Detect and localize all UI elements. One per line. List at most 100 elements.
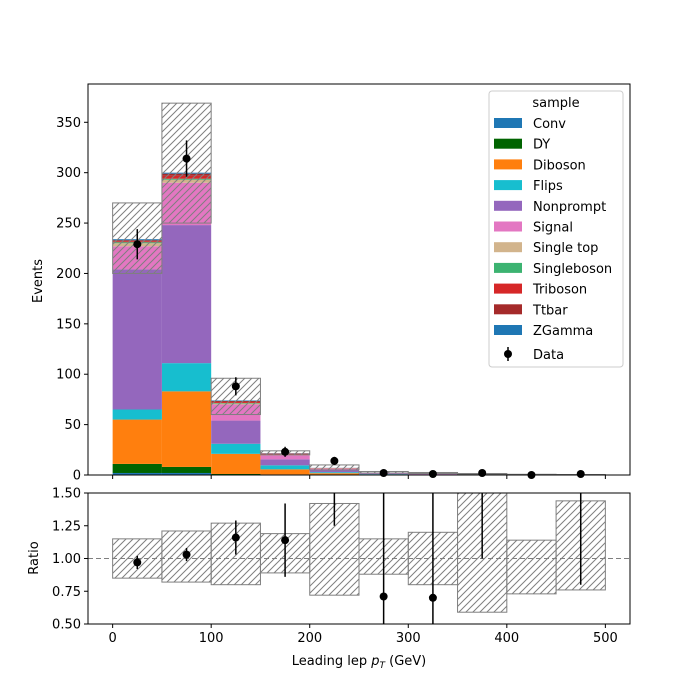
- legend-swatch: [494, 304, 522, 315]
- bar-dy-bin-2: [211, 473, 261, 475]
- ratio-y-label: Ratio: [27, 541, 42, 574]
- ratio-ytick-label: 1.25: [52, 519, 81, 534]
- bar-diboson-bin-4: [309, 473, 359, 475]
- legend-swatch: [494, 262, 522, 273]
- xtick-label: 100: [199, 631, 224, 646]
- bar-diboson-bin-0: [112, 419, 162, 464]
- xtick-label: 0: [108, 631, 116, 646]
- legend-item-single-top: Single top: [494, 241, 598, 256]
- ratio-point-4: [330, 476, 338, 484]
- data-point-5: [379, 468, 388, 477]
- data-point-2: [231, 382, 240, 391]
- ratio-point-9: [577, 424, 585, 432]
- legend-label: Ttbar: [532, 303, 568, 318]
- uncertainty-bin-4: [309, 464, 360, 471]
- xtick-label: 200: [297, 631, 322, 646]
- legend-swatch: [494, 325, 522, 335]
- legend-swatch: [494, 242, 522, 253]
- bar-flips-bin-4: [309, 472, 359, 474]
- ratio-point-0: [133, 558, 142, 567]
- legend-swatch: [494, 118, 522, 128]
- legend-label: Conv: [533, 117, 566, 132]
- ratio-point-1: [182, 550, 191, 559]
- ratio-ytick-label: 0.75: [52, 585, 81, 600]
- bar-dy-bin-0: [112, 463, 162, 473]
- legend-item-signal: Signal: [494, 221, 573, 236]
- bar-flips-bin-3: [260, 465, 310, 470]
- legend-frame: [488, 90, 624, 368]
- ratio-uncertainty-band: [112, 493, 606, 613]
- ratio-point-5: [379, 592, 388, 601]
- legend-data-label: Data: [533, 348, 564, 363]
- bar-diboson-bin-1: [161, 391, 212, 467]
- ratio-x-ticks: 0 100 200 300 400 500: [108, 624, 618, 646]
- legend-item-ttbar: Ttbar: [494, 303, 568, 318]
- legend-label: Nonprompt: [533, 200, 606, 215]
- bar-diboson-bin-2: [211, 453, 261, 474]
- main-ytick-label: 0: [73, 469, 81, 484]
- ratio-panel: 0.50 0.75 1.00 1.25 1.50 0 100 200 300 400 500 Ra…: [27, 424, 631, 646]
- bar-nonprompt-bin-3: [260, 459, 310, 466]
- legend-item-nonprompt: Nonprompt: [494, 200, 606, 215]
- main-ytick-label: 250: [56, 217, 81, 232]
- bar-conv-bin-1: [161, 472, 212, 475]
- ratio-point-7: [478, 424, 486, 432]
- data-point-7: [478, 468, 487, 477]
- ratio-ytick-label: 1.50: [52, 487, 81, 502]
- legend-swatch: [494, 180, 522, 191]
- main-ytick-label: 100: [56, 368, 81, 383]
- data-point-0: [133, 240, 142, 249]
- main-y-ticks: 0 50 100 150 200 250 300 350: [56, 116, 88, 484]
- legend-swatch: [494, 159, 522, 170]
- legend-label: Single top: [533, 241, 598, 256]
- ratio-ytick-label: 0.50: [52, 618, 81, 633]
- legend-item-triboson: Triboson: [494, 283, 587, 298]
- legend-label: Diboson: [533, 158, 586, 173]
- xtick-label: 500: [593, 631, 618, 646]
- ratio-point-2: [231, 533, 240, 542]
- legend-title: sample: [532, 96, 579, 111]
- main-frame: [87, 83, 631, 476]
- data-point-3: [281, 447, 290, 456]
- legend-item-diboson: Diboson: [494, 158, 586, 173]
- bar-diboson-bin-3: [260, 469, 310, 475]
- legend-label: Flips: [533, 179, 563, 194]
- ratio-point-6: [428, 593, 437, 602]
- ratio-ytick-label: 1.00: [52, 552, 81, 567]
- bar-conv-bin-0: [112, 472, 162, 475]
- legend-data-marker: [504, 350, 512, 358]
- bar-nonprompt-bin-4: [309, 470, 359, 473]
- legend-label: ZGamma: [533, 324, 593, 339]
- bar-nonprompt-bin-0: [112, 269, 162, 410]
- legend-item-dy: DY: [494, 138, 550, 153]
- legend-swatch: [494, 200, 522, 211]
- legend-item-flips: Flips: [494, 179, 563, 194]
- main-ytick-label: 50: [64, 418, 81, 433]
- main-y-label: Events: [31, 259, 46, 303]
- bar-flips-bin-1: [161, 363, 212, 392]
- legend-swatch: [494, 138, 522, 149]
- ratio-y-ticks: 0.50 0.75 1.00 1.25 1.50: [52, 487, 88, 633]
- legend-label: Signal: [533, 221, 573, 236]
- legend-item-data: Data: [504, 347, 564, 363]
- bar-nonprompt-bin-2: [211, 420, 261, 444]
- data-point-4: [330, 456, 339, 465]
- main-x-ticks: [112, 475, 606, 479]
- data-point-1: [182, 154, 191, 163]
- ratio-data-points: [133, 424, 585, 624]
- bar-signal-bin-3: [260, 455, 310, 460]
- xtick-label: 400: [494, 631, 519, 646]
- legend-label: DY: [533, 138, 550, 153]
- bar-dy-bin-1: [161, 466, 212, 473]
- legend-swatch: [494, 283, 522, 294]
- main-ytick-label: 200: [56, 267, 81, 282]
- legend: sample Conv DY Diboson Flips Nonprompt Signal…: [488, 90, 624, 368]
- ratio-uncertainty-bin-8: [506, 539, 557, 595]
- main-ytick-label: 150: [56, 317, 81, 332]
- main-ytick-label: 350: [56, 116, 81, 131]
- xtick-label: 300: [396, 631, 421, 646]
- legend-item-zgamma: ZGamma: [494, 324, 593, 339]
- legend-label: Singleboson: [533, 262, 612, 277]
- bar-flips-bin-2: [211, 443, 261, 454]
